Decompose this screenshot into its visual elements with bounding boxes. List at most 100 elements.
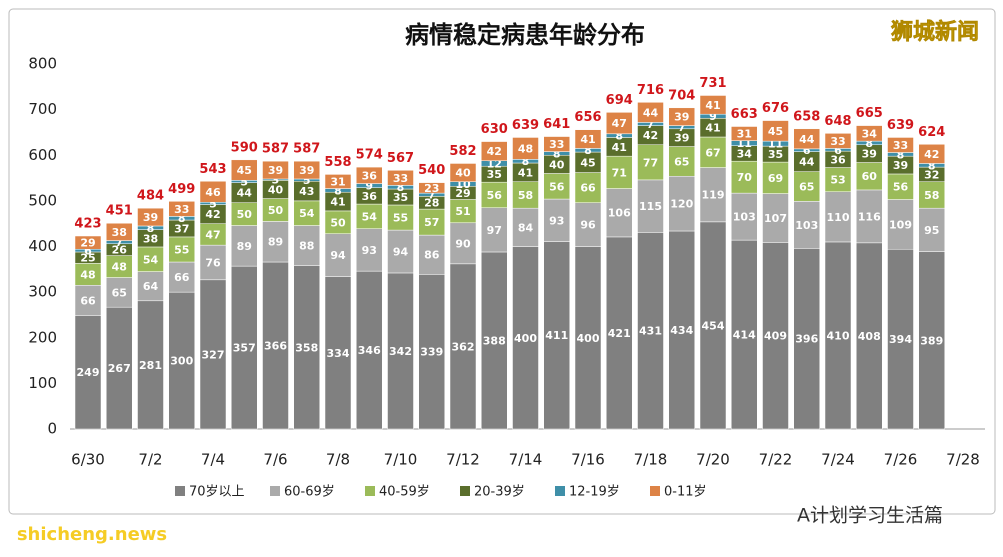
segment-label: 8	[865, 137, 873, 150]
segment-label: 66	[580, 182, 596, 195]
segment-label: 56	[893, 181, 909, 194]
segment-label: 97	[487, 224, 502, 237]
bar-segment	[418, 274, 445, 430]
site-watermark: shicheng.news	[17, 524, 167, 545]
segment-label: 109	[889, 218, 912, 231]
bar-segment	[543, 241, 570, 430]
segment-label: 431	[639, 325, 662, 338]
segment-label: 31	[737, 128, 752, 141]
segment-label: 43	[299, 185, 314, 198]
total-label: 641	[543, 117, 570, 132]
bar-segment	[731, 239, 758, 430]
bar-segment	[356, 203, 383, 229]
segment-label: 54	[299, 207, 315, 220]
segment-label: 51	[455, 205, 470, 218]
segment-label: 48	[80, 268, 95, 281]
segment-label: 88	[299, 240, 314, 253]
segment-label: 64	[143, 280, 159, 293]
bar-segment	[199, 279, 227, 430]
segment-label: 42	[487, 145, 502, 158]
bar-segment	[512, 246, 539, 430]
bar-segment	[137, 300, 164, 430]
segment-label: 400	[577, 332, 600, 345]
segment-label: 9	[709, 110, 717, 123]
segment-label: 119	[702, 189, 725, 202]
legend-swatch	[175, 486, 185, 496]
bar-segment	[574, 129, 602, 149]
segment-label: 45	[768, 125, 783, 138]
segment-label: 8	[553, 147, 561, 160]
segment-label: 411	[545, 329, 568, 342]
segment-label: 8	[584, 144, 592, 157]
bar-segment	[731, 192, 758, 241]
bar-segment	[824, 133, 852, 149]
bar-segment	[324, 174, 352, 189]
bar-segment	[168, 261, 195, 293]
x-tick-label: 7/28	[946, 451, 980, 469]
x-tick-label: 7/10	[384, 451, 418, 469]
x-tick-label: 7/18	[634, 451, 668, 469]
bar-segment	[762, 120, 789, 142]
total-label: 499	[168, 182, 195, 197]
total-label: 663	[731, 107, 758, 122]
segment-label: 39	[893, 159, 908, 172]
segment-label: 40	[549, 158, 565, 171]
bar-segment	[637, 232, 664, 430]
x-tick-label: 7/14	[509, 451, 543, 469]
segment-label: 35	[768, 148, 783, 161]
segment-label: 6	[84, 245, 92, 258]
x-tick-label: 7/8	[326, 451, 350, 469]
segment-label: 29	[80, 237, 95, 250]
segment-label: 45	[237, 164, 252, 177]
bar-segment	[74, 235, 102, 250]
segment-label: 107	[764, 212, 787, 225]
total-label: 451	[106, 204, 133, 219]
segment-label: 41	[705, 122, 720, 135]
bar-segment	[262, 261, 289, 430]
segment-label: 454	[702, 319, 725, 332]
segment-label: 54	[362, 210, 378, 223]
segment-label: 94	[330, 249, 346, 262]
total-label: 624	[918, 125, 945, 140]
bar-segment	[199, 181, 227, 203]
segment-label: 33	[393, 172, 408, 185]
segment-label: 7	[115, 236, 123, 249]
chart-title: 病情稳定病患年龄分布	[405, 21, 645, 49]
legend-label: 0-11岁	[664, 485, 707, 500]
segment-label: 342	[389, 345, 412, 358]
segment-label: 7	[678, 121, 686, 134]
segment-label: 56	[487, 189, 503, 202]
segment-label: 42	[643, 129, 658, 142]
bar-segment	[387, 272, 414, 430]
segment-label: 76	[205, 256, 221, 269]
legend-swatch	[365, 486, 375, 496]
bar-segment	[887, 199, 914, 250]
segment-label: 36	[362, 190, 378, 203]
legend-label: 40-59岁	[379, 485, 430, 500]
segment-label: 116	[858, 210, 881, 223]
bar-segment	[918, 144, 945, 164]
segment-label: 46	[205, 186, 221, 199]
segment-label: 7	[428, 189, 436, 202]
segment-label: 33	[174, 203, 189, 216]
bar-segment	[137, 207, 164, 227]
total-label: 540	[418, 163, 445, 178]
segment-label: 56	[549, 180, 565, 193]
bar-segment	[293, 200, 320, 226]
bar-segment	[856, 242, 883, 430]
bar-segment	[606, 236, 633, 430]
segment-label: 90	[455, 237, 471, 250]
bar-segment	[324, 233, 352, 277]
bar-segment	[387, 229, 414, 274]
bar-segment	[606, 155, 633, 189]
x-tick-label: 6/30	[71, 451, 105, 469]
segment-label: 47	[612, 117, 627, 130]
segment-label: 53	[830, 174, 845, 187]
bar-segment	[793, 171, 820, 202]
segment-label: 65	[799, 181, 814, 194]
segment-label: 8	[615, 130, 623, 143]
bar-segment	[168, 291, 195, 430]
bar-segment	[637, 179, 664, 233]
legend-label: 20-39岁	[474, 485, 525, 500]
